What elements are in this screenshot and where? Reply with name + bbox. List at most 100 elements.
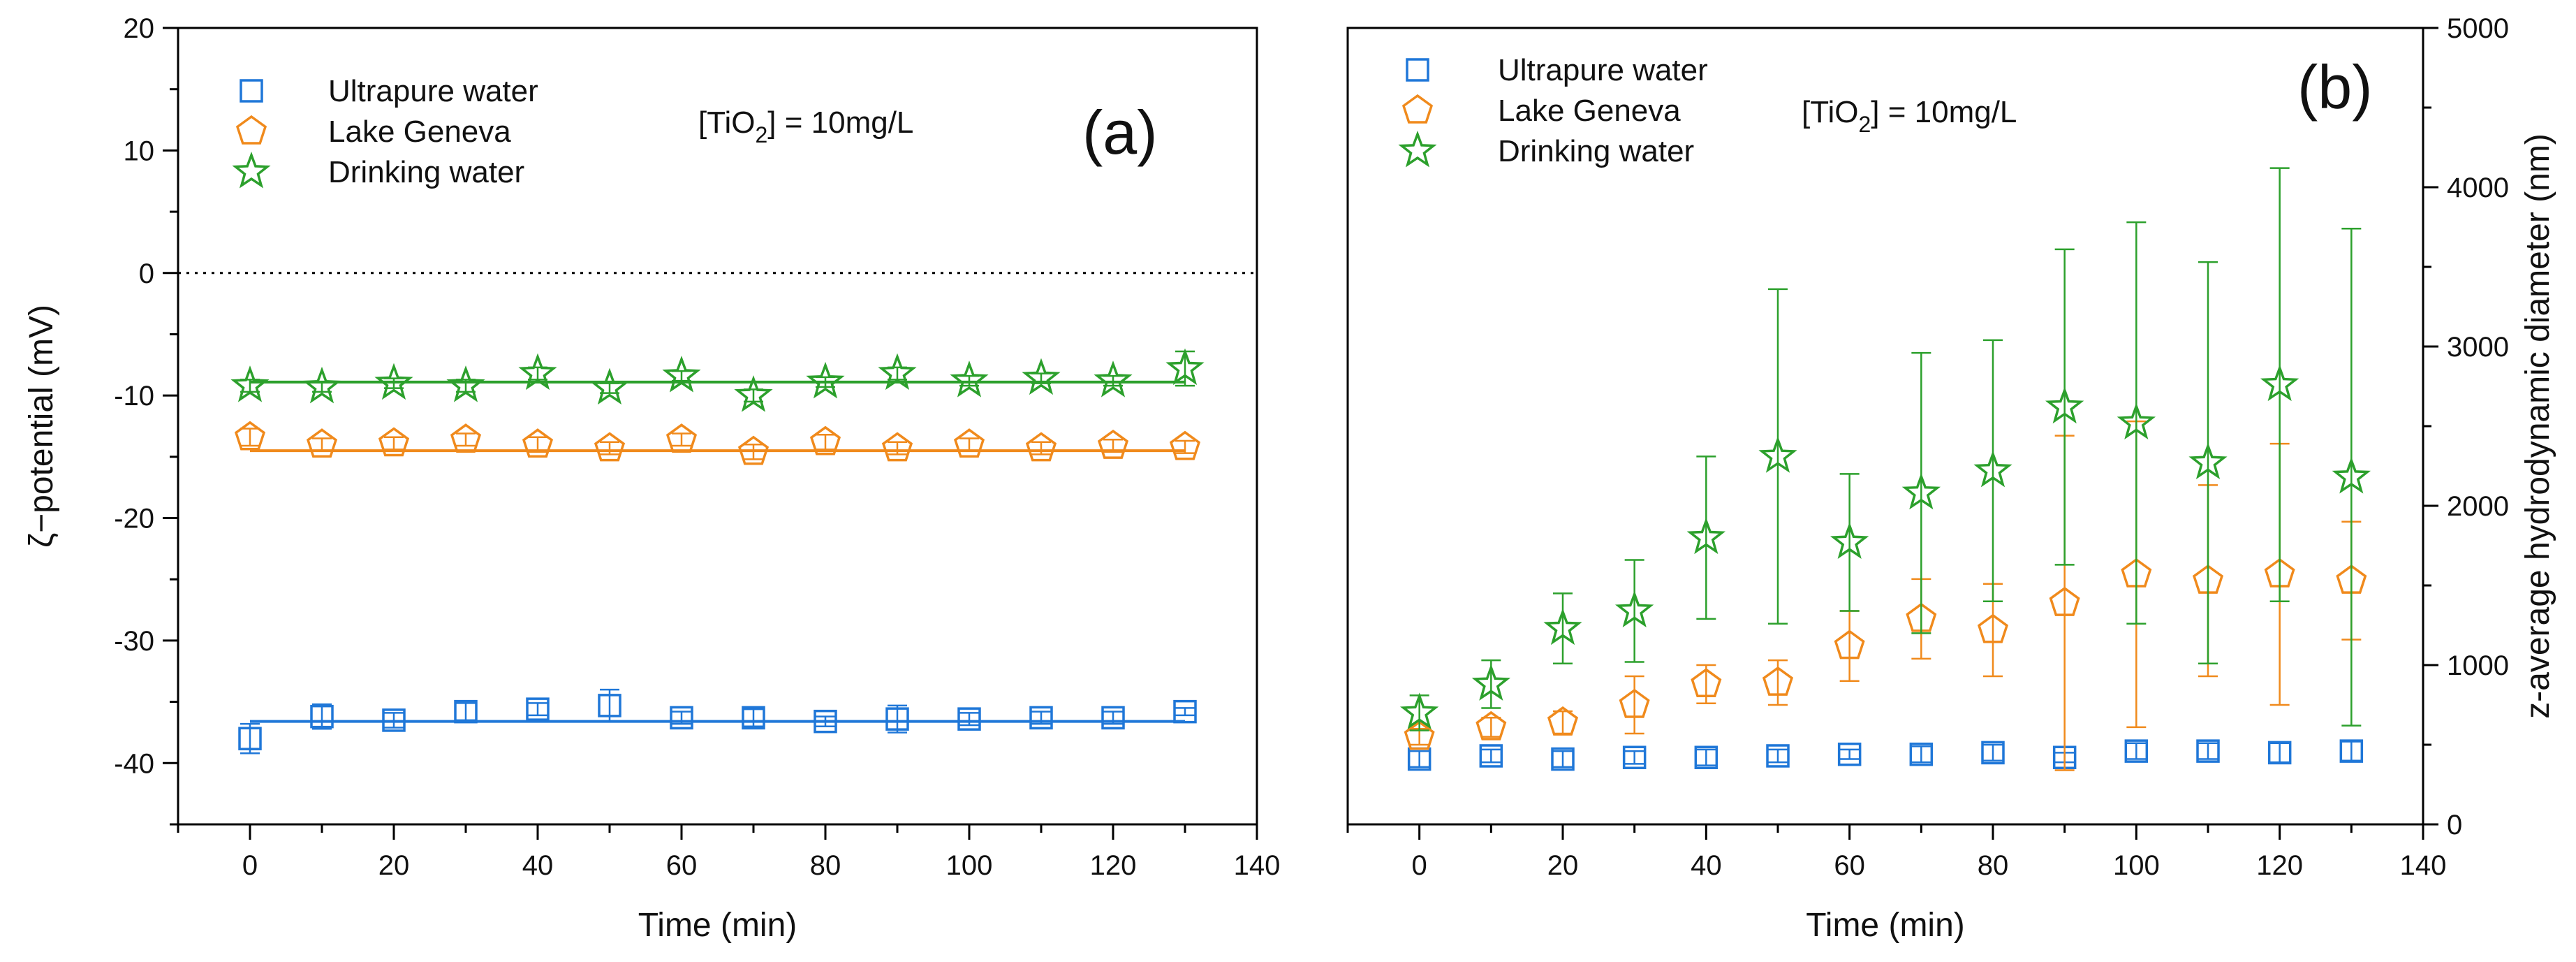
panel-a-data-point-star bbox=[950, 360, 989, 398]
panel-a-legend-marker-square bbox=[240, 79, 263, 103]
panel-b-x-tick-label: 80 bbox=[1978, 850, 2009, 881]
panel-b-x-tick-label: 40 bbox=[1691, 850, 1722, 881]
panel-a-data-point-square bbox=[957, 707, 981, 731]
panel-a-data-point-pentagon bbox=[1097, 429, 1129, 459]
panel-b-data-point-star bbox=[1399, 692, 1439, 729]
panel-a-data-point-star bbox=[806, 361, 845, 399]
panel-b-data-point-pentagon bbox=[1834, 629, 1865, 659]
panel-a-data-point-pentagon bbox=[306, 428, 338, 458]
panel-a-data-point-star bbox=[590, 367, 629, 405]
panel-b-series-square bbox=[1407, 739, 2364, 771]
panel-a-data-point-star bbox=[1022, 358, 1061, 395]
panel-a-data-point-square bbox=[670, 706, 693, 730]
panel-a-y-tick-label: -20 bbox=[114, 504, 154, 534]
panel-a-data-point-star bbox=[374, 363, 413, 400]
panel-a-concentration-annotation: [TiO2] = 10mg/L bbox=[698, 105, 913, 147]
panel-b-annotation-suffix: ] = 10mg/L bbox=[1871, 95, 2017, 129]
panel-a-legend-marker-star bbox=[232, 151, 271, 189]
panel-b-y-tick-label: 5000 bbox=[2447, 13, 2509, 44]
panel-b-data-point-square bbox=[2339, 739, 2364, 763]
panel-a-data-point-pentagon bbox=[1025, 432, 1057, 462]
panel-a-data-point-star bbox=[734, 375, 773, 412]
panel-b-data-point-star bbox=[2117, 402, 2156, 440]
panel-a-data-point-pentagon bbox=[953, 428, 985, 458]
panel-a-data-point-pentagon bbox=[450, 423, 482, 453]
panel-b-data-point-star bbox=[1973, 450, 2012, 488]
panel-b-panel-label: (b) bbox=[2297, 52, 2373, 122]
panel-a-y-axis-title: ζ−potential (mV) bbox=[23, 305, 60, 548]
panel-a-data-point-pentagon bbox=[881, 432, 913, 462]
panel-b-data-point-pentagon bbox=[1977, 613, 2009, 643]
panel-a-y-tick-label: 10 bbox=[124, 136, 155, 166]
panel-a-x-axis-title: Time (min) bbox=[638, 907, 797, 944]
panel-b-data-point-pentagon bbox=[2049, 586, 2080, 616]
panel-b-x-tick-label: 20 bbox=[1547, 850, 1579, 881]
panel-b-data-point-pentagon bbox=[1691, 668, 1722, 698]
panel-b-data-point-square bbox=[2196, 739, 2220, 763]
panel-b-data-point-square bbox=[1837, 742, 1862, 766]
panel-a-x-tick-label: 100 bbox=[946, 850, 993, 881]
panel-a-series-pentagon bbox=[234, 421, 1201, 465]
panel-a-panel-label: (a) bbox=[1082, 98, 1158, 167]
panel-a-legend-label: Lake Geneva bbox=[328, 115, 511, 149]
panel-b-data-point-star bbox=[2045, 386, 2084, 424]
panel-b-x-axis-title: Time (min) bbox=[1806, 907, 1965, 944]
panel-b-data-point-star bbox=[2332, 456, 2371, 494]
panel-a-legend-label: Ultrapure water bbox=[328, 74, 538, 108]
panel-b-data-point-pentagon bbox=[1547, 706, 1579, 736]
panel-a-data-point-square bbox=[742, 706, 765, 730]
panel-a-data-point-pentagon bbox=[737, 435, 770, 465]
panel-a-data-point-star bbox=[1094, 360, 1133, 398]
panel-a-y-tick-label: -10 bbox=[114, 381, 154, 411]
panel-a-data-point-star bbox=[302, 366, 341, 404]
panel-b-data-point-square bbox=[2124, 739, 2149, 763]
panel-a-data-point-square bbox=[454, 699, 478, 724]
panel-b-legend-marker-pentagon bbox=[1401, 94, 1434, 124]
panel-b-concentration-annotation: [TiO2] = 10mg/L bbox=[1802, 95, 2017, 137]
panel-a-x-tick-label: 120 bbox=[1090, 850, 1137, 881]
panel-b-legend-label: Drinking water bbox=[1498, 134, 1694, 168]
panel-b-x-tick-label: 140 bbox=[2400, 850, 2447, 881]
panel-b-legend-label: Ultrapure water bbox=[1498, 53, 1708, 87]
panel-a-data-point-pentagon bbox=[522, 428, 554, 458]
panel-a-data-point-pentagon bbox=[809, 425, 841, 456]
panel-b-data-point-pentagon bbox=[1762, 666, 1794, 696]
panel-b-series-star bbox=[1399, 167, 2371, 731]
panel-b-x-tick-label: 60 bbox=[1834, 850, 1865, 881]
panel-b-legend: Ultrapure water Lake Geneva Drinking water bbox=[1398, 53, 1708, 168]
panel-b-x-tick-label: 100 bbox=[2113, 850, 2160, 881]
panel-a-x-tick-label: 0 bbox=[242, 850, 258, 881]
panel-b-data-point-star bbox=[2188, 442, 2228, 480]
panel-b-data-point-square bbox=[1766, 744, 1790, 768]
panel-a-data-point-star bbox=[518, 353, 557, 391]
panel-b-y-tick-label: 0 bbox=[2447, 810, 2462, 840]
panel-b-data-point-pentagon bbox=[1475, 710, 1507, 741]
panel-a-data-point-square bbox=[885, 707, 909, 731]
panel-b-data-point-square bbox=[1981, 741, 2005, 765]
panel-b-annotation-prefix: [TiO bbox=[1802, 95, 1858, 129]
panel-b-data-point-pentagon bbox=[1404, 720, 1435, 750]
panel-b-y-tick-label: 4000 bbox=[2447, 173, 2509, 203]
panel-a-data-point-pentagon bbox=[234, 421, 266, 451]
panel-a-x-tick-label: 80 bbox=[810, 850, 841, 881]
panel-b-data-point-square bbox=[1909, 742, 1934, 766]
panel-b-chart: 0 20 40 60 80 100 120 140010002000300040005000T… bbox=[1346, 13, 2556, 944]
panel-a-annotation-suffix: ] = 10mg/L bbox=[767, 105, 913, 140]
panel-b-series-pentagon bbox=[1404, 420, 2367, 771]
panel-a-legend-marker-pentagon bbox=[235, 115, 267, 145]
panel-b-data-point-star bbox=[1830, 522, 1869, 560]
panel-a-data-point-square bbox=[1101, 706, 1125, 730]
panel-b-data-point-square bbox=[2267, 741, 2292, 765]
panel-b-y-tick-label: 3000 bbox=[2447, 332, 2509, 363]
panel-b-data-point-star bbox=[1901, 472, 1941, 510]
panel-a-series-star bbox=[230, 348, 1205, 412]
panel-b-data-point-star bbox=[2260, 364, 2299, 402]
panel-b-data-point-star bbox=[1758, 436, 1797, 473]
panel-a-chart: 0 20 40 60 80 100 120 14020100-10-20-30-40Time … bbox=[23, 13, 1280, 944]
panel-b-data-point-star bbox=[1686, 517, 1726, 555]
panel-a-data-point-square bbox=[526, 697, 550, 721]
panel-a-data-point-star bbox=[662, 356, 701, 393]
panel-a-data-point-square bbox=[238, 727, 262, 750]
panel-a-x-tick-label: 40 bbox=[522, 850, 554, 881]
